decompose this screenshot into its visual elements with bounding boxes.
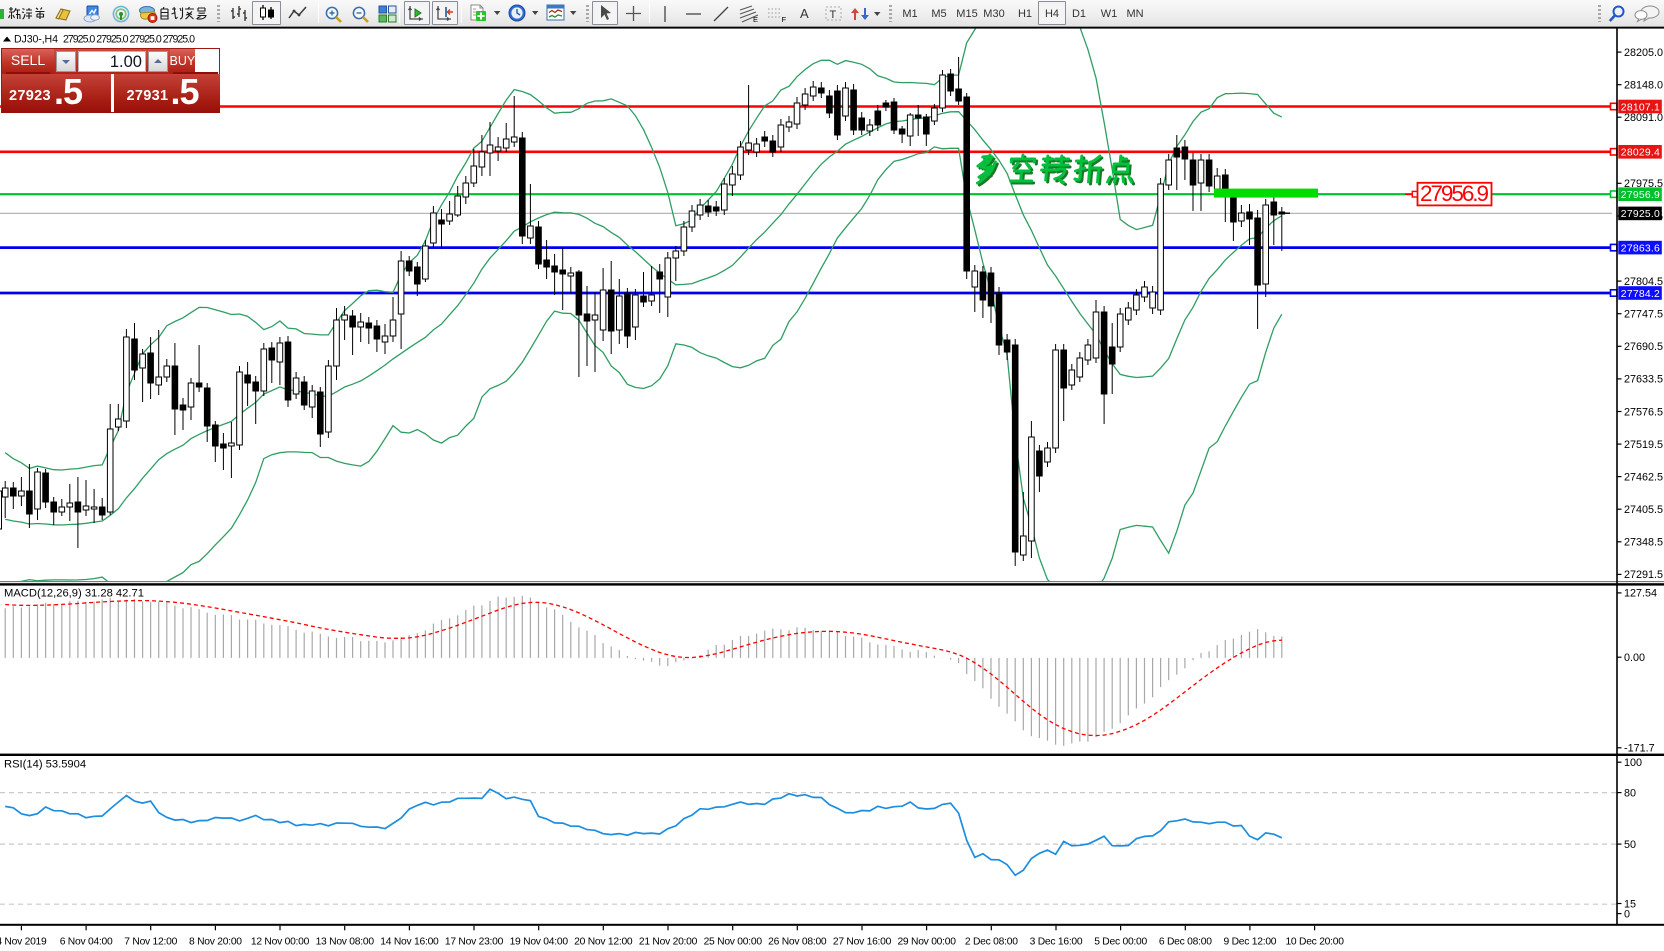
svg-text:10 Dec 20:00: 10 Dec 20:00: [1285, 937, 1344, 948]
svg-text:28029.4: 28029.4: [1621, 148, 1660, 159]
svg-text:27975.5: 27975.5: [1624, 178, 1663, 190]
svg-text:27925.0: 27925.0: [1621, 209, 1660, 220]
svg-text:E: E: [753, 15, 758, 23]
svg-text:27956.9: 27956.9: [1621, 190, 1660, 201]
svg-text:14 Nov 16:00: 14 Nov 16:00: [380, 937, 439, 948]
svg-text:21 Nov 20:00: 21 Nov 20:00: [639, 937, 698, 948]
svg-text:27784.2: 27784.2: [1621, 289, 1660, 300]
svg-text:27956.9: 27956.9: [1420, 181, 1489, 206]
svg-text:80: 80: [1624, 787, 1636, 799]
svg-text:8 Nov 20:00: 8 Nov 20:00: [189, 937, 242, 948]
svg-text:27690.5: 27690.5: [1624, 341, 1663, 353]
svg-text:27348.5: 27348.5: [1624, 537, 1663, 549]
svg-text:26 Nov 08:00: 26 Nov 08:00: [768, 937, 827, 948]
svg-text:100: 100: [1624, 757, 1642, 769]
svg-text:6 Nov 04:00: 6 Nov 04:00: [60, 937, 113, 948]
svg-text:RSI(14) 53.5904: RSI(14) 53.5904: [4, 759, 86, 771]
svg-text:17 Nov 23:00: 17 Nov 23:00: [445, 937, 504, 948]
svg-text:27405.5: 27405.5: [1624, 504, 1663, 516]
svg-text:50: 50: [1624, 839, 1636, 851]
svg-text:27804.5: 27804.5: [1624, 276, 1663, 288]
svg-text:127.54: 127.54: [1624, 588, 1657, 600]
svg-text:27925.0 27925.0 27925.0 27925.: 27925.0 27925.0 27925.0 27925.0: [63, 34, 195, 46]
svg-text:28091.0: 28091.0: [1624, 112, 1663, 124]
svg-text:25 Nov 00:00: 25 Nov 00:00: [704, 937, 763, 948]
svg-text:27 Nov 16:00: 27 Nov 16:00: [833, 937, 892, 948]
svg-text:2 Dec 08:00: 2 Dec 08:00: [965, 937, 1018, 948]
svg-text:0: 0: [1624, 908, 1630, 920]
svg-text:0.00: 0.00: [1624, 652, 1645, 664]
svg-text:28205.0: 28205.0: [1624, 47, 1663, 59]
svg-text:28148.0: 28148.0: [1624, 80, 1663, 92]
svg-text:5 Dec 00:00: 5 Dec 00:00: [1094, 937, 1147, 948]
svg-text:27747.5: 27747.5: [1624, 309, 1663, 321]
svg-text:MACD(12,26,9) 31.28 42.71: MACD(12,26,9) 31.28 42.71: [4, 588, 144, 600]
svg-text:19 Nov 04:00: 19 Nov 04:00: [510, 937, 569, 948]
svg-text:6 Dec 08:00: 6 Dec 08:00: [1159, 937, 1212, 948]
svg-text:15: 15: [1624, 898, 1636, 910]
svg-text:DJ30-,H4: DJ30-,H4: [14, 34, 58, 46]
svg-text:29 Nov 00:00: 29 Nov 00:00: [897, 937, 956, 948]
svg-text:13 Nov 08:00: 13 Nov 08:00: [316, 937, 375, 948]
svg-text:27291.5: 27291.5: [1624, 569, 1663, 581]
svg-text:27462.5: 27462.5: [1624, 471, 1663, 483]
svg-text:T: T: [830, 9, 837, 21]
svg-text:12 Nov 00:00: 12 Nov 00:00: [251, 937, 310, 948]
svg-text:7 Nov 12:00: 7 Nov 12:00: [124, 937, 177, 948]
svg-text:27519.5: 27519.5: [1624, 439, 1663, 451]
svg-text:3 Dec 16:00: 3 Dec 16:00: [1030, 937, 1083, 948]
svg-text:27863.6: 27863.6: [1621, 243, 1660, 254]
svg-text:28107.1: 28107.1: [1621, 102, 1660, 113]
svg-text:4 Nov 2019: 4 Nov 2019: [0, 937, 47, 948]
svg-text:9 Dec 12:00: 9 Dec 12:00: [1224, 937, 1277, 948]
svg-text:F: F: [782, 15, 787, 23]
svg-text:27633.5: 27633.5: [1624, 374, 1663, 386]
svg-text:-171.7: -171.7: [1624, 743, 1655, 755]
svg-text:20 Nov 12:00: 20 Nov 12:00: [574, 937, 633, 948]
svg-text:27576.5: 27576.5: [1624, 406, 1663, 418]
